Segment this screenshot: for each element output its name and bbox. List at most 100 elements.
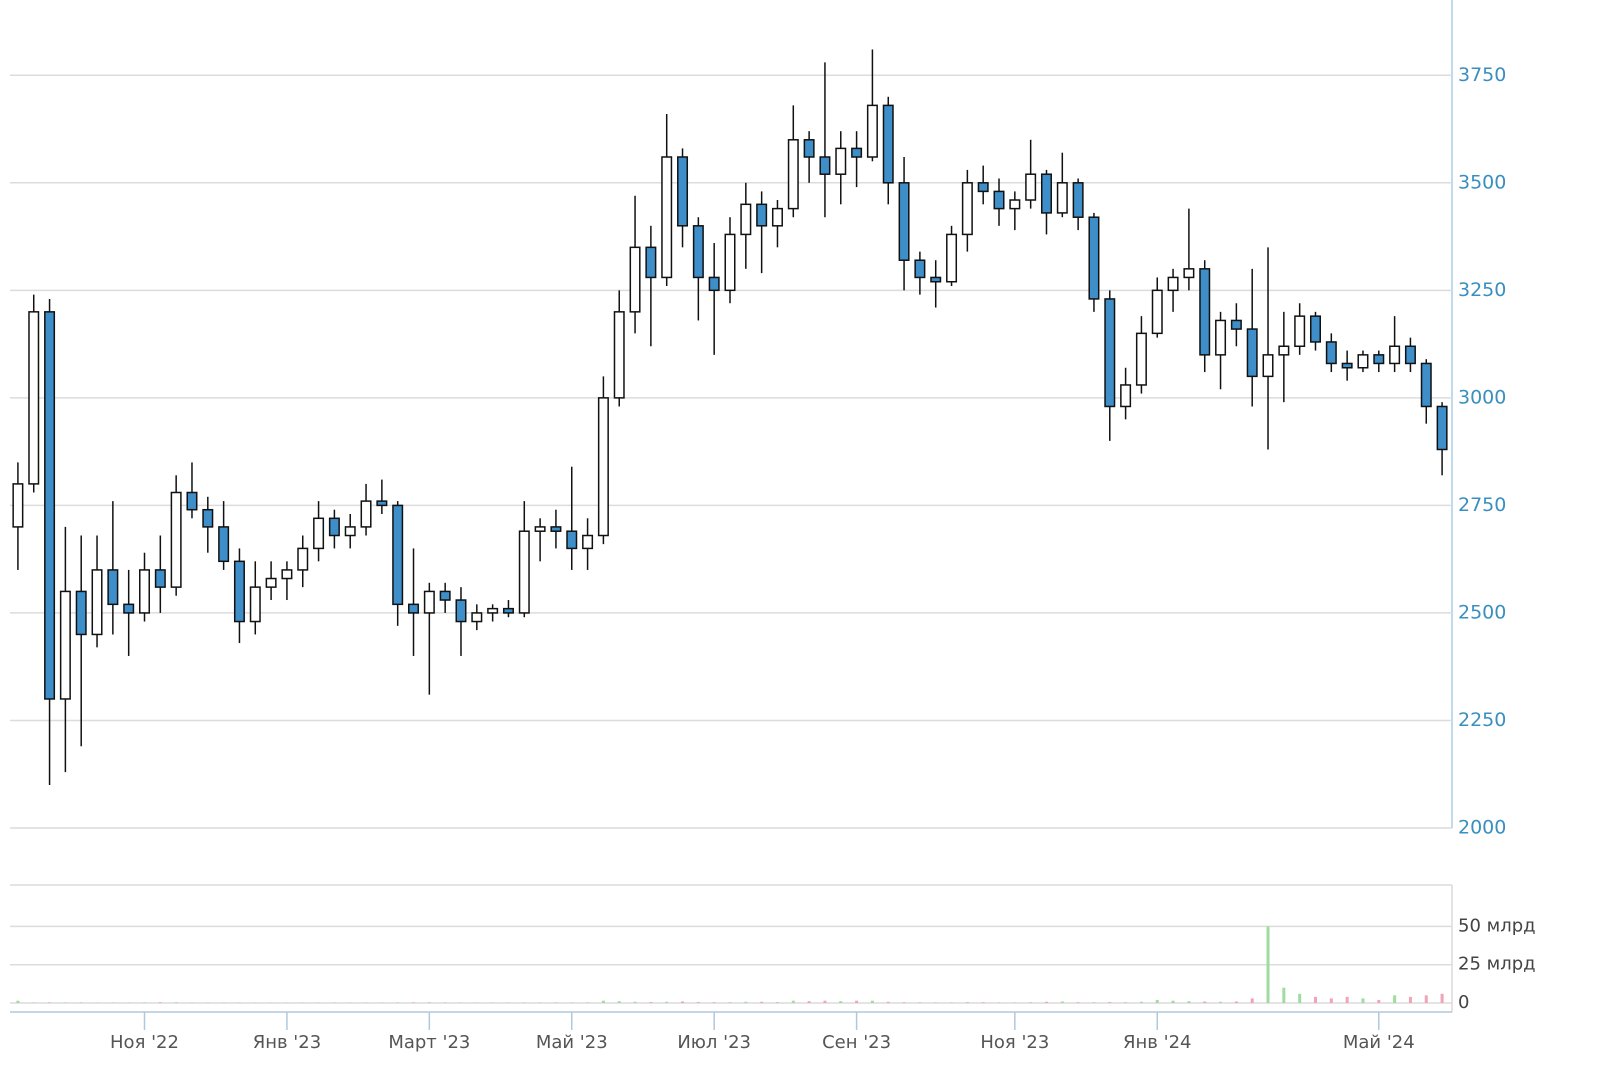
- volume-bar: [1092, 1002, 1096, 1003]
- volume-bar: [649, 1002, 653, 1003]
- candle-body: [946, 233, 958, 283]
- candle-body: [455, 599, 467, 623]
- x-tick-label: Янв '24: [1123, 1032, 1191, 1053]
- candle-body: [281, 569, 293, 580]
- candle-body: [154, 569, 166, 588]
- volume-bar: [728, 1002, 732, 1003]
- candle-body: [1151, 289, 1163, 335]
- volume-bar: [870, 1000, 874, 1003]
- candle-body: [249, 586, 261, 623]
- candle-body: [629, 246, 641, 313]
- candle-body: [1167, 276, 1179, 292]
- x-tick-label: Июл '23: [677, 1032, 751, 1053]
- candle-body: [297, 547, 309, 571]
- volume-bar: [158, 1002, 162, 1003]
- volume-bar: [1060, 1001, 1064, 1003]
- volume-bar: [1361, 998, 1365, 1003]
- volume-bar: [1393, 995, 1397, 1003]
- candle-body: [139, 569, 151, 614]
- x-tick-label: Май '24: [1343, 1032, 1415, 1053]
- volume-bar: [427, 1002, 431, 1003]
- volume-bar: [965, 1002, 969, 1003]
- candle-body: [408, 603, 420, 614]
- candle-body: [866, 104, 878, 158]
- candle-body: [851, 147, 863, 158]
- candle-body: [170, 491, 182, 588]
- candle-body: [518, 530, 530, 614]
- volume-bar: [1108, 1002, 1112, 1003]
- candle-body: [1294, 315, 1306, 348]
- candle-body: [12, 483, 24, 528]
- volume-bar: [681, 1001, 685, 1003]
- price-tick-label: 3250: [1458, 279, 1506, 301]
- volume-bar: [16, 1000, 20, 1003]
- candle-body: [123, 603, 135, 614]
- candle-body: [1120, 384, 1132, 408]
- volume-bar: [1266, 926, 1270, 1003]
- candle-body: [677, 156, 689, 227]
- candle-body: [914, 259, 926, 279]
- candle-body: [1009, 199, 1021, 210]
- candle-body: [59, 590, 71, 700]
- candle-body: [376, 500, 388, 507]
- candle-body: [1215, 319, 1227, 356]
- volume-bar: [601, 1000, 605, 1003]
- candle-body: [233, 560, 245, 623]
- volume-bar: [1234, 1001, 1238, 1003]
- candle-body: [502, 607, 514, 614]
- x-tick-label: Март '23: [388, 1032, 470, 1053]
- candle-body: [898, 182, 910, 261]
- price-tick-label: 2000: [1458, 817, 1506, 839]
- candle-body: [1389, 345, 1401, 365]
- volume-bar: [775, 1002, 779, 1003]
- volume-bar: [760, 1001, 764, 1003]
- candle-body: [75, 590, 87, 636]
- candle-body: [1309, 315, 1321, 343]
- volume-bar: [1424, 995, 1428, 1003]
- candle-body: [265, 577, 277, 588]
- volume-bar: [1076, 1002, 1080, 1003]
- candle-body: [1199, 268, 1211, 356]
- candle-body: [218, 526, 230, 563]
- volume-bar: [1329, 998, 1333, 1003]
- volume-bar: [1298, 993, 1302, 1003]
- candle-body: [1262, 354, 1274, 378]
- candle-body: [930, 276, 942, 283]
- candle-body: [392, 504, 404, 606]
- volume-bar: [1440, 993, 1444, 1003]
- volume-bar: [712, 1002, 716, 1003]
- candle-body: [961, 182, 973, 236]
- volume-bar: [412, 1002, 416, 1003]
- price-tick-label: 2250: [1458, 709, 1506, 731]
- candle-body: [313, 517, 325, 550]
- candle-body: [186, 491, 198, 511]
- price-tick-label: 2750: [1458, 494, 1506, 516]
- candle-body: [1420, 362, 1432, 408]
- candle-body: [708, 276, 720, 292]
- x-tick-label: Сен '23: [822, 1032, 891, 1053]
- x-tick-label: Янв '23: [253, 1032, 321, 1053]
- candle-body: [1056, 182, 1068, 214]
- candle-body: [534, 526, 546, 532]
- candle-body: [1373, 354, 1385, 365]
- candle-body: [471, 612, 483, 623]
- candle-body: [44, 311, 56, 700]
- volume-bar: [1313, 996, 1317, 1003]
- candle-body: [1088, 216, 1100, 300]
- candle-body: [28, 311, 40, 485]
- candle-body: [1357, 354, 1369, 369]
- candle-body: [613, 311, 625, 399]
- volume-bar: [1282, 987, 1286, 1003]
- candle-body: [756, 203, 768, 227]
- candle-body: [487, 607, 499, 614]
- volume-bar: [665, 1001, 669, 1003]
- candle-body: [1040, 173, 1052, 214]
- candle-body: [566, 530, 578, 550]
- volume-bar: [1250, 998, 1254, 1003]
- candle-body: [724, 233, 736, 292]
- volume-bar: [1124, 1002, 1128, 1003]
- volume-bar: [1187, 1001, 1191, 1003]
- price-tick-label: 3750: [1458, 64, 1506, 86]
- volume-bar: [807, 1001, 811, 1003]
